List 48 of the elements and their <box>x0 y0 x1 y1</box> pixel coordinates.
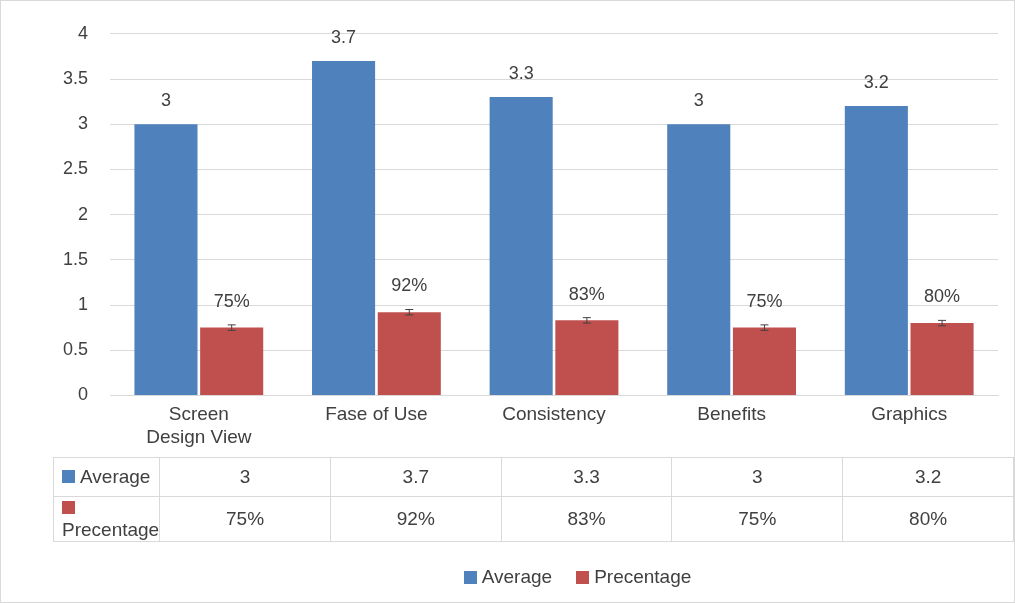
data-label: 92% <box>330 496 502 542</box>
bar <box>910 323 974 395</box>
text: 3 <box>160 90 171 111</box>
bar <box>200 327 264 395</box>
data-label: 75% <box>671 496 843 542</box>
bar <box>844 106 908 395</box>
text: 3 <box>693 90 704 111</box>
x-tick-label: Screen Design View <box>146 403 252 447</box>
data-label: 3 <box>159 457 331 497</box>
y-tick-label: 1 <box>78 293 89 314</box>
x-tick-label: Consistency <box>502 403 607 425</box>
bar <box>377 312 441 395</box>
bar <box>555 320 619 395</box>
y-tick-label: 0.5 <box>62 339 89 360</box>
data-label: 3 <box>671 457 843 497</box>
bar <box>489 97 553 395</box>
legend-label: Precentage <box>593 566 692 588</box>
legend-label: Average <box>53 457 160 497</box>
data-label: 75% <box>159 496 331 542</box>
data-label: 3.3 <box>501 457 672 497</box>
text: 92% <box>391 275 428 296</box>
y-tick-label: 3 <box>78 113 89 134</box>
data-label: 80% <box>842 496 1014 542</box>
bar <box>134 124 198 395</box>
data-label: 83% <box>501 496 672 542</box>
bar <box>312 60 376 395</box>
x-tick-label: Fase of Use <box>325 403 428 425</box>
x-tick-label: Benefits <box>697 403 766 425</box>
y-tick-label: 2.5 <box>62 158 89 179</box>
bar <box>667 124 731 395</box>
y-tick-label: 1.5 <box>62 248 89 269</box>
text: 75% <box>746 290 783 311</box>
y-tick-label: 3.5 <box>62 67 89 88</box>
text: Precentage <box>62 519 160 540</box>
text: 83% <box>568 283 605 304</box>
text: Average <box>481 566 553 587</box>
y-tick-label: 4 <box>78 22 89 43</box>
text: 75% <box>213 290 250 311</box>
text: 80% <box>924 286 961 307</box>
bar <box>732 327 796 395</box>
data-label: 3.2 <box>842 457 1014 497</box>
text: 3.3 <box>508 63 534 84</box>
data-label: 3.7 <box>330 457 502 497</box>
y-tick-label: 0 <box>78 384 89 405</box>
y-tick-label: 2 <box>78 203 89 224</box>
x-tick-label: Graphics <box>871 403 948 425</box>
text: 3.2 <box>863 72 889 93</box>
text: 3.7 <box>331 26 357 47</box>
